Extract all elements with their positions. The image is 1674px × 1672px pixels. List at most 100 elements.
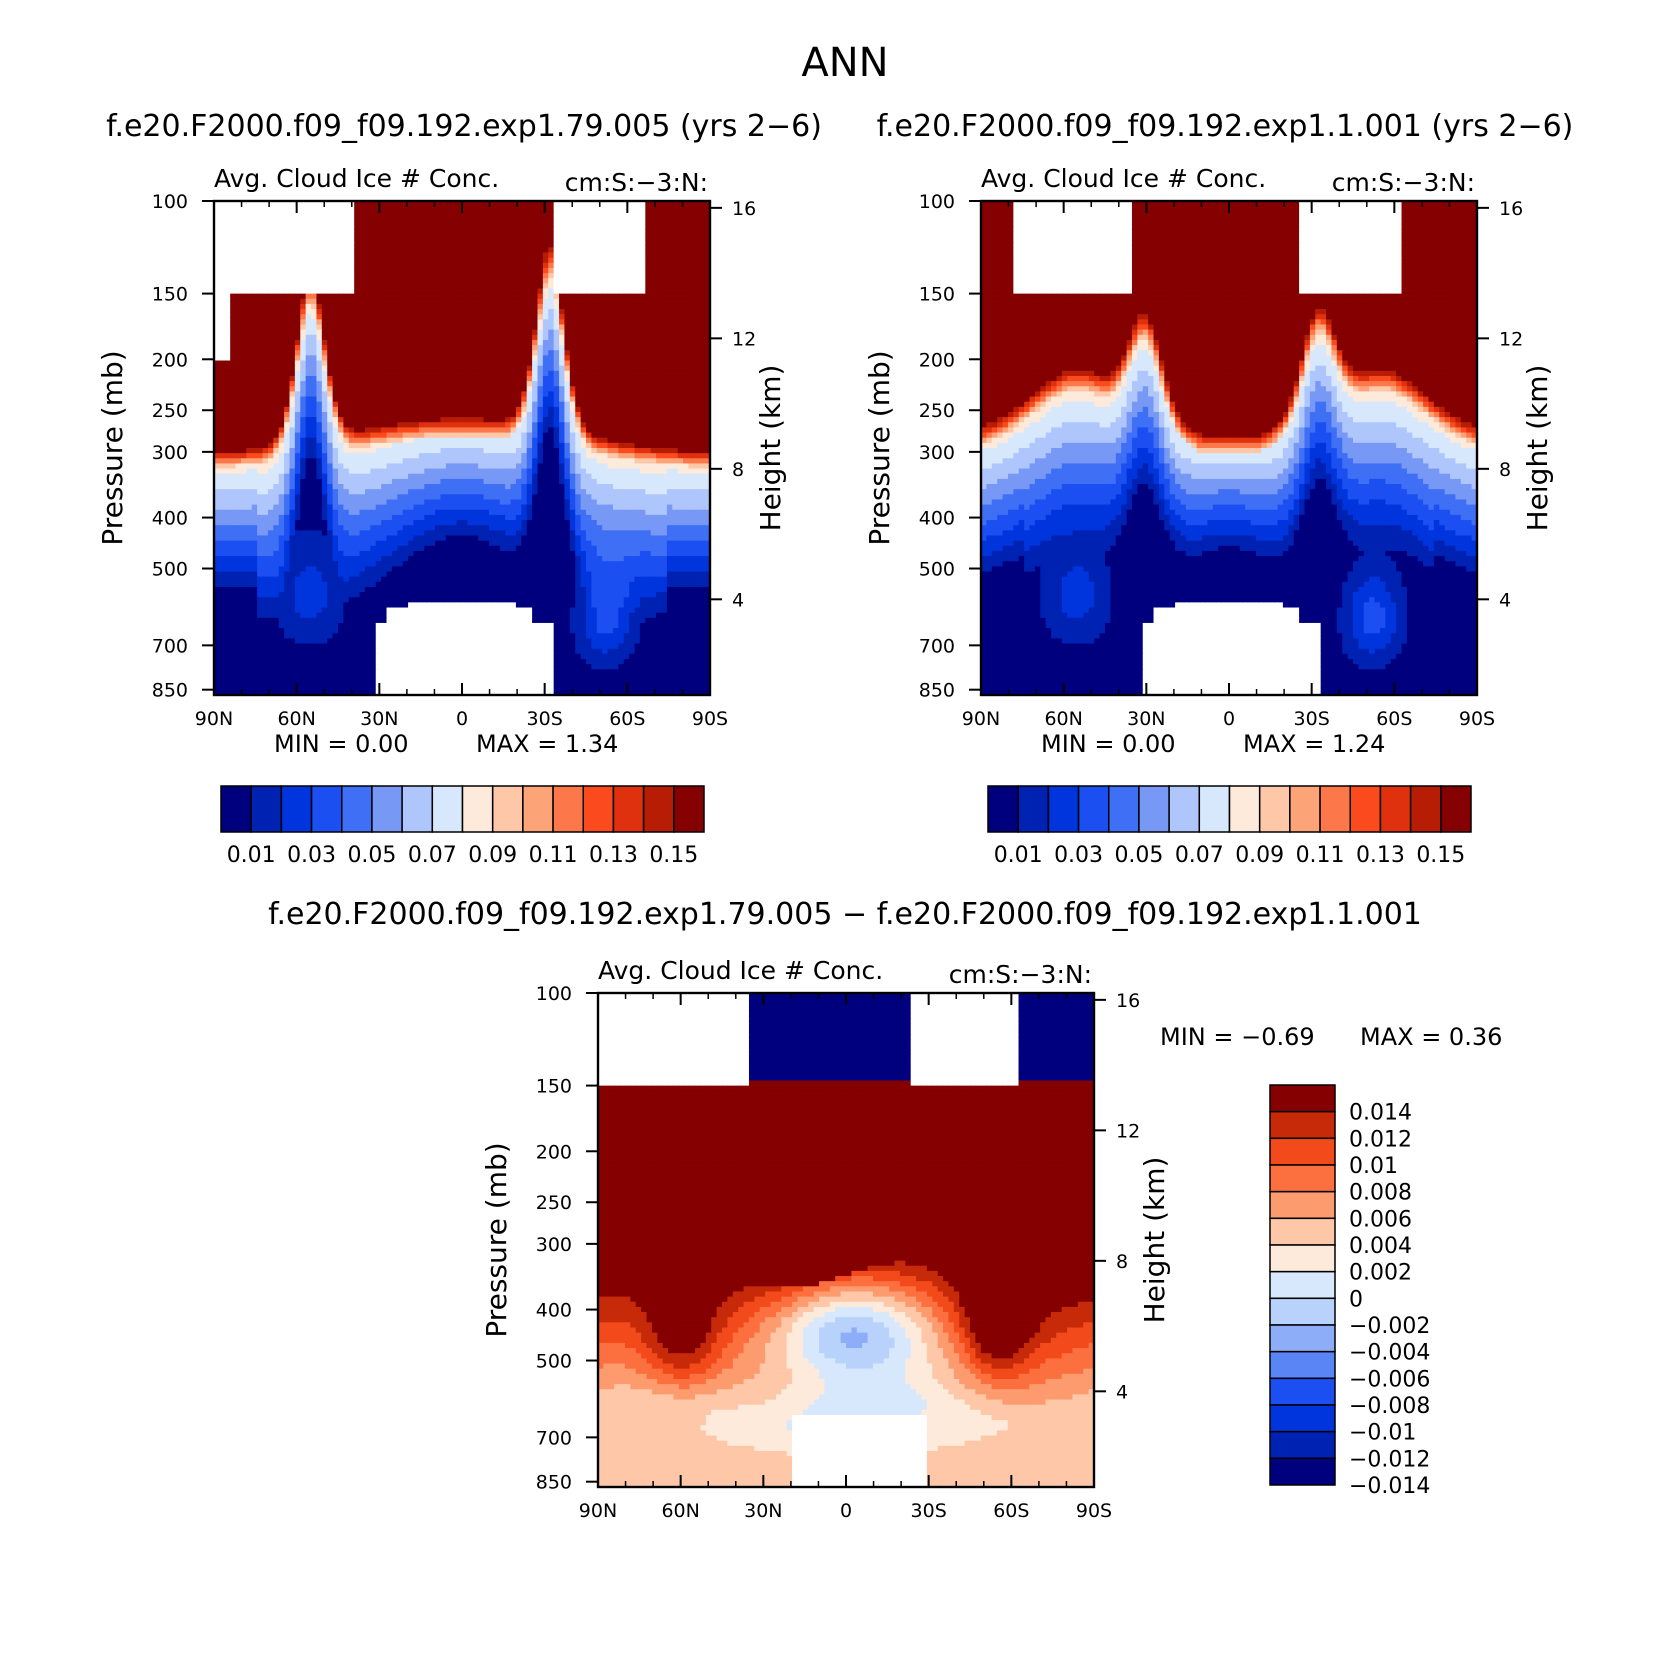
- contour-cell: [564, 226, 571, 233]
- contour-cell: [596, 411, 603, 418]
- contour-cell: [230, 375, 237, 382]
- contour-cell: [629, 201, 636, 207]
- contour-cell: [418, 242, 425, 248]
- contour-cell: [677, 206, 684, 212]
- contour-cell: [505, 293, 512, 300]
- contour-cell: [672, 309, 679, 315]
- contour-cell: [462, 324, 468, 331]
- contour-cell: [564, 345, 571, 351]
- contour-cell: [262, 247, 269, 254]
- contour-cell: [645, 401, 652, 408]
- contour-cell: [402, 401, 409, 408]
- contour-cell: [462, 242, 468, 248]
- contour-cell: [364, 252, 371, 259]
- contour-cell: [704, 237, 711, 243]
- contour-cell: [623, 324, 630, 331]
- contour-cell: [284, 386, 291, 392]
- contour-cell: [273, 237, 280, 243]
- contour-cell: [499, 468, 506, 475]
- contour-cell: [343, 345, 350, 351]
- contour-cell: [634, 417, 641, 423]
- contour-cell: [257, 211, 264, 218]
- contour-cell: [526, 201, 533, 207]
- contour-cell: [526, 355, 533, 362]
- contour-cell: [488, 314, 495, 320]
- contour-cell: [316, 329, 323, 336]
- contour-cell: [515, 468, 522, 475]
- contour-cell: [537, 391, 544, 398]
- contour-cell: [553, 427, 560, 434]
- contour-cell: [338, 391, 344, 398]
- contour-cell: [343, 252, 350, 259]
- contour-cell: [612, 386, 619, 392]
- contour-cell: [494, 422, 501, 429]
- contour-cell: [214, 247, 220, 254]
- contour-cell: [515, 406, 522, 413]
- contour-cell: [559, 201, 566, 207]
- contour-cell: [424, 262, 431, 269]
- contour-cell: [639, 339, 646, 346]
- contour-cell: [214, 381, 220, 387]
- contour-cell: [586, 350, 592, 356]
- contour-cell: [510, 216, 517, 223]
- contour-cell: [343, 231, 350, 238]
- contour-cell: [564, 417, 571, 423]
- contour-cell: [370, 324, 377, 331]
- contour-cell: [267, 329, 274, 336]
- contour-cell: [327, 345, 334, 351]
- contour-cell: [305, 396, 312, 403]
- contour-cell: [343, 468, 350, 475]
- contour-cell: [483, 406, 490, 413]
- contour-cell: [656, 303, 663, 310]
- contour-cell: [408, 365, 415, 372]
- contour-cell: [505, 319, 512, 326]
- contour-cell: [526, 247, 533, 254]
- contour-cell: [332, 417, 339, 423]
- contour-cell: [693, 267, 700, 274]
- contour-cell: [418, 216, 425, 223]
- contour-cell: [532, 298, 539, 305]
- contour-cell: [618, 273, 625, 279]
- contour-cell: [273, 247, 280, 254]
- contour-cell: [564, 437, 571, 444]
- contour-cell: [526, 360, 533, 367]
- contour-cell: [542, 334, 549, 341]
- contour-cell: [267, 252, 274, 259]
- contour-cell: [375, 216, 382, 223]
- contour-cell: [424, 206, 431, 212]
- contour-cell: [300, 370, 307, 377]
- contour-cell: [575, 411, 582, 418]
- contour-cell: [262, 329, 269, 336]
- contour-cell: [645, 406, 652, 413]
- contour-cell: [677, 386, 684, 392]
- contour-cell: [413, 432, 420, 439]
- contour-cell: [343, 448, 350, 454]
- contour-cell: [343, 309, 350, 315]
- contour-cell: [467, 386, 474, 392]
- contour-cell: [704, 473, 711, 480]
- contour-cell: [505, 442, 512, 449]
- contour-cell: [451, 334, 458, 341]
- contour-cell: [488, 262, 495, 269]
- contour-cell: [311, 329, 318, 336]
- contour-cell: [321, 216, 328, 223]
- contour-cell: [289, 293, 296, 300]
- contour-cell: [629, 252, 636, 259]
- contour-cell: [510, 278, 517, 284]
- contour-cell: [251, 314, 258, 320]
- contour-cell: [683, 288, 690, 295]
- contour-cell: [494, 247, 501, 254]
- contour-cell: [494, 437, 501, 444]
- contour-cell: [661, 437, 668, 444]
- contour-cell: [462, 365, 468, 372]
- contour-cell: [294, 468, 301, 475]
- contour-cell: [316, 391, 323, 398]
- contour-cell: [451, 288, 458, 295]
- contour-cell: [257, 278, 264, 284]
- contour-cell: [542, 329, 549, 336]
- contour-cell: [311, 453, 318, 459]
- contour-cell: [650, 355, 657, 362]
- contour-cell: [386, 237, 393, 243]
- contour-cell: [214, 329, 220, 336]
- contour-cell: [408, 339, 415, 346]
